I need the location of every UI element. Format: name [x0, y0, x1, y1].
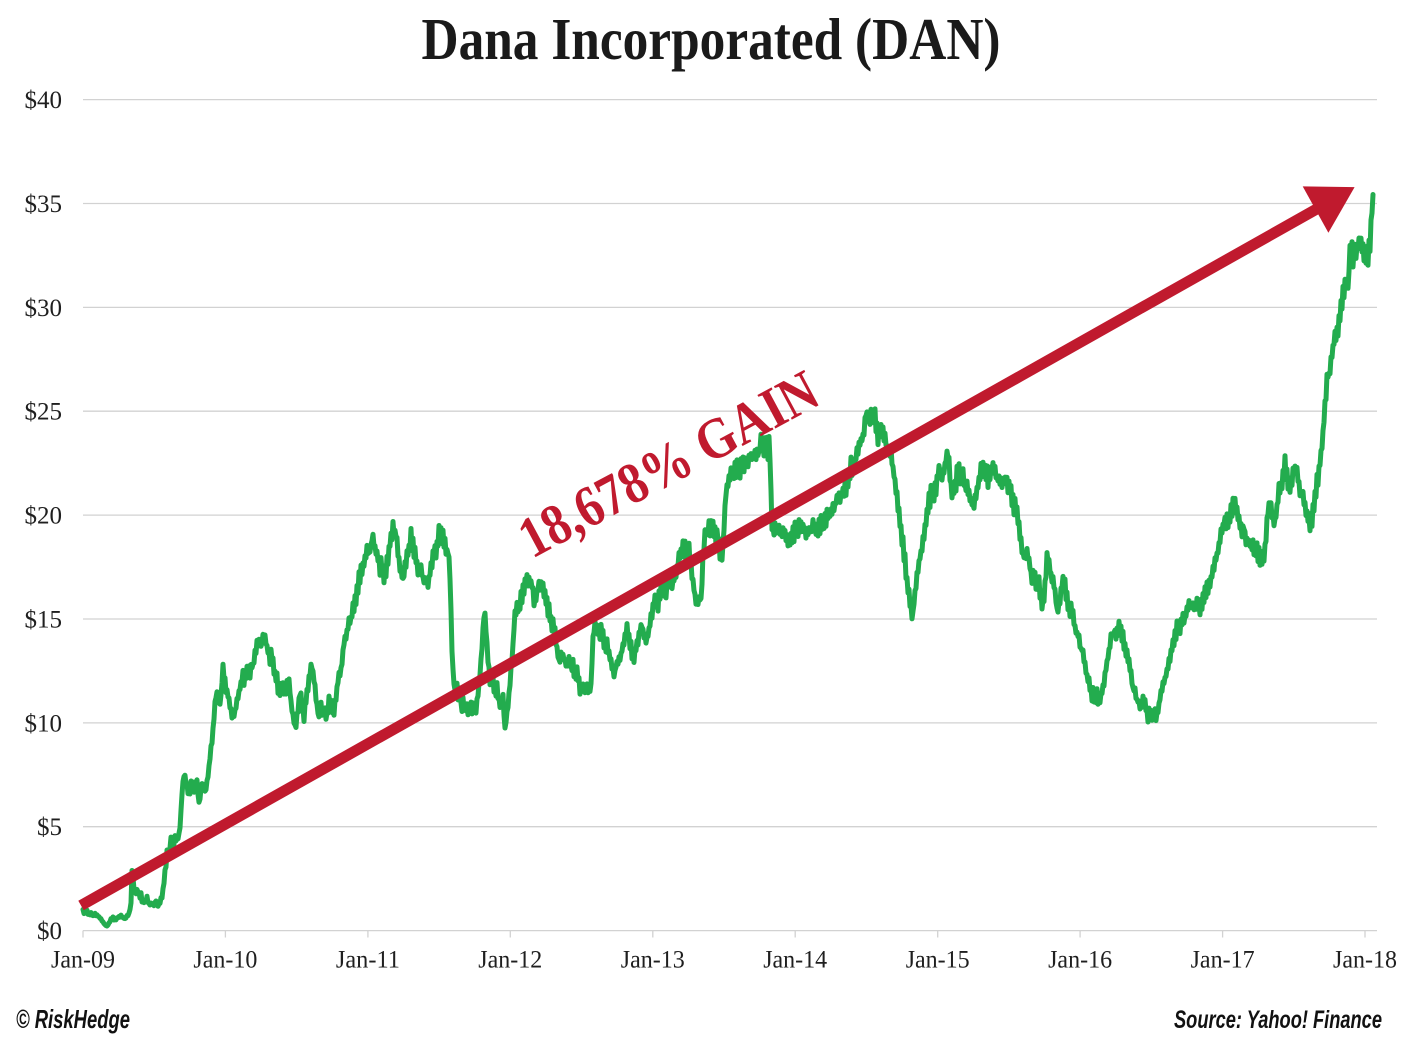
svg-text:$5: $5 [37, 814, 62, 841]
svg-text:Jan-10: Jan-10 [193, 947, 257, 974]
svg-text:Jan-09: Jan-09 [51, 947, 115, 974]
svg-text:$15: $15 [25, 607, 63, 634]
svg-text:Jan-13: Jan-13 [621, 947, 685, 974]
svg-text:$0: $0 [37, 918, 62, 945]
svg-text:$20: $20 [25, 503, 63, 530]
svg-text:$40: $40 [25, 87, 63, 114]
svg-text:Source: Yahoo! Finance: Source: Yahoo! Finance [1174, 1006, 1382, 1034]
svg-text:$10: $10 [25, 710, 63, 737]
svg-text:Jan-16: Jan-16 [1048, 947, 1112, 974]
svg-text:Dana Incorporated (DAN): Dana Incorporated (DAN) [422, 6, 1001, 72]
svg-text:© RiskHedge: © RiskHedge [16, 1004, 130, 1034]
svg-text:$30: $30 [25, 295, 63, 322]
svg-text:Jan-18: Jan-18 [1333, 947, 1397, 974]
svg-text:$25: $25 [25, 399, 63, 426]
svg-text:Jan-12: Jan-12 [478, 947, 542, 974]
svg-text:Jan-17: Jan-17 [1191, 947, 1255, 974]
svg-text:$35: $35 [25, 191, 63, 218]
svg-text:Jan-11: Jan-11 [336, 947, 400, 974]
svg-text:Jan-14: Jan-14 [763, 947, 827, 974]
svg-text:Jan-15: Jan-15 [906, 947, 970, 974]
